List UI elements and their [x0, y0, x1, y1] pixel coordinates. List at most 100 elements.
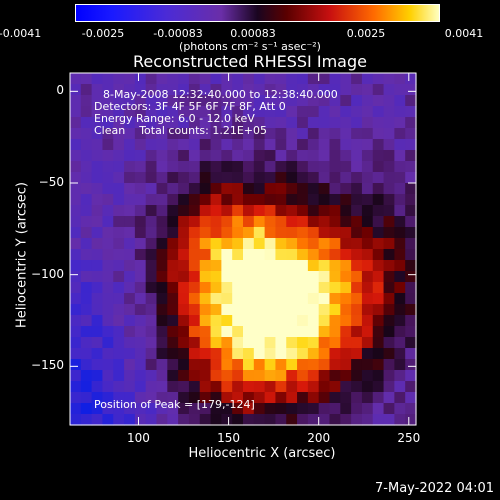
- heatmap-cell: [340, 260, 352, 272]
- heatmap-cell: [102, 359, 114, 371]
- heatmap-cell: [361, 304, 374, 316]
- heatmap-cell: [307, 293, 320, 305]
- heatmap-cell: [199, 271, 212, 283]
- heatmap-cell: [91, 249, 104, 261]
- heatmap-cell: [297, 249, 309, 261]
- heatmap-cell: [340, 106, 352, 118]
- heatmap-cell: [253, 337, 266, 349]
- heatmap-cell: [307, 392, 320, 404]
- heatmap-cell: [124, 172, 136, 184]
- heatmap-cell: [178, 194, 190, 206]
- heatmap-cell: [70, 172, 82, 184]
- heatmap-cell: [199, 84, 212, 96]
- heatmap-cell: [113, 403, 125, 415]
- heatmap-cell: [394, 249, 406, 261]
- heatmap-cell: [275, 73, 287, 85]
- heatmap-cell: [383, 117, 395, 129]
- heatmap-cell: [134, 73, 147, 85]
- heatmap-cell: [329, 370, 341, 382]
- heatmap-cell: [124, 194, 136, 206]
- heatmap-cell: [134, 249, 147, 261]
- heatmap-cell: [124, 238, 136, 250]
- heatmap-cell: [199, 194, 212, 206]
- heatmap-cell: [253, 315, 266, 327]
- heatmap-cell: [318, 249, 331, 261]
- heatmap-cell: [210, 117, 222, 129]
- heatmap-cell: [383, 150, 395, 162]
- heatmap-cell: [210, 227, 222, 239]
- heatmap-cell: [351, 315, 363, 327]
- heatmap-cell: [243, 117, 255, 129]
- heatmap-cell: [372, 84, 385, 96]
- heatmap-cell: [264, 227, 277, 239]
- heatmap-cell: [232, 238, 244, 250]
- heatmap-cell: [134, 95, 147, 107]
- heatmap-cell: [80, 282, 93, 294]
- heatmap-cell: [264, 139, 277, 151]
- heatmap-cell: [210, 95, 222, 107]
- heatmap-cell: [307, 381, 320, 393]
- heatmap-cell: [70, 238, 82, 250]
- heatmap-cell: [275, 403, 287, 415]
- heatmap-cell: [221, 73, 233, 85]
- heatmap-cell: [307, 370, 320, 382]
- heatmap-cell: [113, 293, 125, 305]
- heatmap-cell: [243, 293, 255, 305]
- heatmap-cell: [351, 227, 363, 239]
- heatmap-cell: [297, 172, 309, 184]
- heatmap-cell: [383, 260, 395, 272]
- heatmap-cell: [329, 183, 341, 195]
- heatmap-cell: [307, 117, 320, 129]
- heatmap-cell: [188, 403, 201, 415]
- heatmap-cell: [80, 315, 93, 327]
- heatmap-cell: [167, 106, 179, 118]
- heatmap-cell: [221, 150, 233, 162]
- heatmap-cell: [80, 403, 93, 415]
- heatmap-cell: [91, 370, 104, 382]
- heatmap-cell: [383, 392, 395, 404]
- heatmap-cell: [383, 293, 395, 305]
- heatmap-cell: [124, 183, 136, 195]
- heatmap-cell: [221, 216, 233, 228]
- heatmap-cell: [167, 249, 179, 261]
- heatmap-cell: [264, 172, 277, 184]
- heatmap-cell: [383, 161, 395, 173]
- heatmap-cell: [145, 348, 158, 360]
- detectors-annotation: Detectors: 3F 4F 5F 6F 7F 8F, Att 0: [94, 100, 286, 113]
- heatmap-cell: [351, 381, 363, 393]
- heatmap-cell: [91, 73, 104, 85]
- heatmap-cell: [145, 95, 158, 107]
- heatmap-cell: [102, 238, 114, 250]
- heatmap-cell: [210, 348, 222, 360]
- heatmap-cell: [297, 392, 309, 404]
- heatmap-cell: [383, 84, 395, 96]
- colorbar-tick-label: -0.00083: [153, 27, 203, 40]
- heatmap-cell: [405, 403, 417, 415]
- heatmap-cell: [70, 194, 82, 206]
- chart-title: Reconstructed RHESSI Image: [133, 52, 367, 71]
- heatmap-cell: [405, 117, 417, 129]
- heatmap-cell: [178, 161, 190, 173]
- heatmap-cell: [297, 271, 309, 283]
- heatmap-cell: [253, 95, 266, 107]
- heatmap-cell: [124, 139, 136, 151]
- heatmap-cell: [188, 282, 201, 294]
- heatmap-cell: [145, 381, 158, 393]
- heatmap-cell: [275, 414, 287, 426]
- heatmap-cell: [307, 172, 320, 184]
- heatmap-cell: [253, 128, 266, 140]
- heatmap-cell: [145, 150, 158, 162]
- heatmap-cell: [329, 194, 341, 206]
- heatmap-cell: [318, 95, 331, 107]
- heatmap-cell: [243, 84, 255, 96]
- heatmap-cell: [199, 106, 212, 118]
- heatmap-cell: [210, 84, 222, 96]
- heatmap-cell: [232, 326, 244, 338]
- heatmap-cell: [351, 238, 363, 250]
- heatmap-cell: [210, 205, 222, 217]
- heatmap-cell: [134, 337, 147, 349]
- heatmap-cell: [156, 139, 168, 151]
- heatmap-cell: [145, 128, 158, 140]
- heatmap-cell: [221, 293, 233, 305]
- heatmap-cell: [232, 216, 244, 228]
